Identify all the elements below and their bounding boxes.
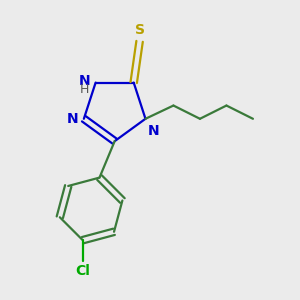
Text: Cl: Cl [75, 264, 90, 278]
Text: H: H [80, 82, 89, 96]
Text: N: N [67, 112, 79, 126]
Text: N: N [79, 74, 90, 88]
Text: N: N [148, 124, 160, 138]
Text: S: S [135, 23, 145, 37]
